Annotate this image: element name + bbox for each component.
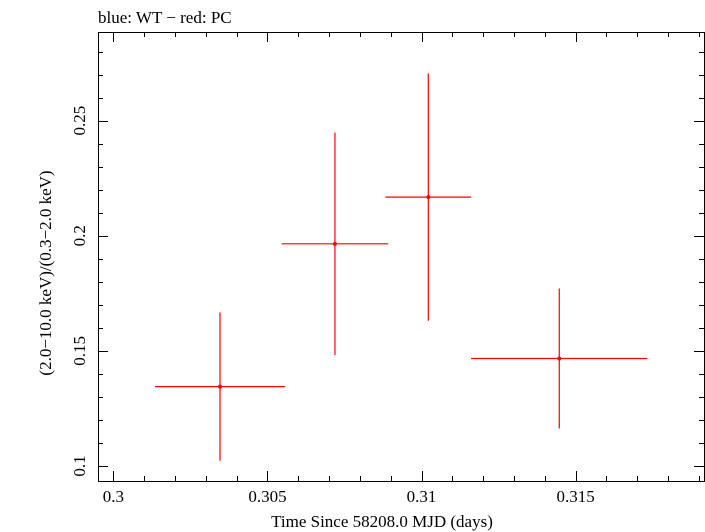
data-point-1 bbox=[155, 312, 286, 461]
y-tick-label: 0.25 bbox=[70, 106, 89, 136]
y-tick-label: 0.2 bbox=[70, 225, 89, 246]
plot-frame bbox=[98, 32, 705, 482]
data-marker bbox=[332, 241, 337, 246]
x-axis-label: Time Since 58208.0 MJD (days) bbox=[271, 512, 493, 531]
y-tick-label: 0.15 bbox=[70, 336, 89, 366]
y-axis: 0.1 0.15 0.2 0.25 bbox=[70, 52, 704, 477]
y-axis-label: (2.0−10.0 keV)/(0.3−2.0 keV) bbox=[36, 170, 55, 375]
chart-title: blue: WT − red: PC bbox=[98, 8, 232, 27]
y-tick-label: 0.1 bbox=[70, 455, 89, 476]
data-series-pc bbox=[155, 73, 648, 461]
data-point-2 bbox=[281, 132, 389, 356]
x-axis: 0.3 0.305 0.31 0.315 bbox=[103, 32, 700, 506]
x-tick-label: 0.315 bbox=[556, 487, 594, 506]
data-point-3 bbox=[385, 73, 472, 321]
data-point-4 bbox=[471, 288, 648, 429]
x-tick-label: 0.305 bbox=[248, 487, 286, 506]
data-marker bbox=[218, 384, 223, 389]
data-marker bbox=[426, 195, 431, 200]
x-tick-label: 0.3 bbox=[103, 487, 124, 506]
data-marker bbox=[557, 356, 562, 361]
x-tick-label: 0.31 bbox=[407, 487, 437, 506]
